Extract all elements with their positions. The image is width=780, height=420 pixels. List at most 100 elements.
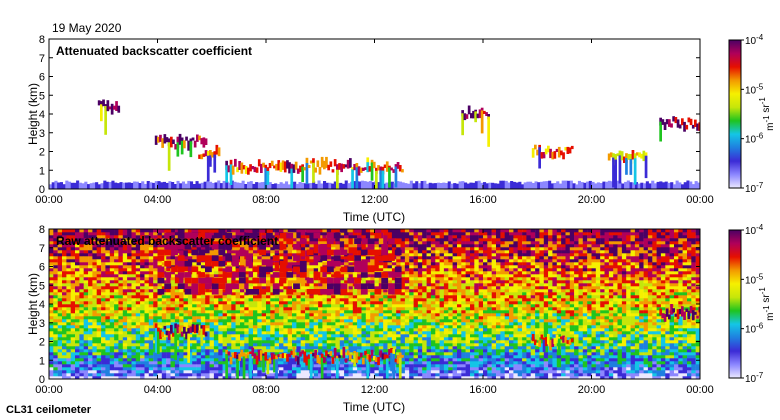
- noise-cell: [96, 337, 102, 341]
- noise-cell: [66, 364, 71, 368]
- noise-cell: [140, 376, 145, 379]
- noise-cell: [378, 334, 384, 338]
- noise-cell: [248, 310, 254, 314]
- noise-cell: [166, 340, 171, 344]
- boundary-layer-cell: [171, 182, 175, 189]
- noise-cell: [361, 256, 367, 260]
- noise-cell: [331, 376, 336, 379]
- fallstreak-cell: [104, 106, 107, 135]
- noise-cell: [209, 376, 215, 379]
- boundary-layer-cell: [477, 180, 481, 189]
- noise-cell: [122, 340, 128, 344]
- noise-cell: [135, 307, 141, 311]
- noise-cell: [96, 298, 102, 302]
- noise-cell: [426, 265, 432, 269]
- noise-cell: [49, 355, 54, 359]
- noise-cell: [339, 325, 345, 329]
- noise-cell: [57, 370, 63, 374]
- noise-cell: [101, 355, 106, 359]
- noise-cell: [105, 340, 110, 344]
- noise-cell: [49, 268, 54, 272]
- fallstreak-cell: [487, 116, 490, 147]
- noise-cell: [122, 331, 128, 335]
- noise-cell: [118, 343, 123, 347]
- noise-cell: [131, 265, 137, 269]
- fallstreak-cell: [644, 155, 648, 179]
- cloud-cell: [555, 148, 559, 152]
- noise-cell: [309, 241, 314, 245]
- noise-cell: [253, 271, 258, 275]
- noise-cell: [144, 295, 150, 299]
- noise-cell: [300, 328, 306, 332]
- noise-cell: [378, 241, 384, 245]
- noise-cell: [114, 286, 119, 290]
- noise-cell: [409, 343, 414, 347]
- noise-cell: [287, 304, 293, 308]
- noise-cell: [313, 376, 319, 379]
- noise-cell: [357, 253, 362, 257]
- noise-cell: [148, 313, 154, 317]
- cloud-cell: [549, 148, 552, 159]
- noise-cell: [192, 337, 197, 341]
- boundary-layer-cell: [84, 181, 88, 189]
- noise-cell: [101, 331, 106, 335]
- noise-cell: [75, 331, 80, 335]
- noise-cell: [170, 241, 176, 245]
- boundary-layer-cell: [450, 183, 454, 189]
- noise-cell: [430, 280, 436, 284]
- noise-cell: [92, 364, 97, 368]
- noise-cell: [279, 304, 284, 308]
- noise-cell: [430, 322, 436, 326]
- noise-cell: [122, 262, 128, 266]
- noise-cell: [361, 328, 367, 332]
- noise-cell: [226, 340, 232, 344]
- noise-cell: [170, 277, 176, 281]
- noise-cell: [222, 238, 228, 242]
- noise-cell: [114, 292, 119, 296]
- noise-cell: [322, 316, 327, 320]
- fallstreak-cell: [370, 162, 374, 181]
- noise-cell: [153, 316, 158, 320]
- noise-cell: [352, 346, 358, 350]
- cloud-cell: [372, 161, 376, 169]
- noise-cell: [222, 367, 228, 371]
- cloud-cell: [344, 164, 348, 168]
- boundary-layer-cell: [632, 182, 636, 189]
- noise-cell: [49, 244, 54, 248]
- noise-cell: [122, 367, 128, 371]
- noise-cell: [391, 340, 397, 344]
- noise-cell: [187, 352, 193, 356]
- noise-cell: [404, 262, 410, 266]
- noise-cell: [127, 373, 132, 377]
- noise-cell: [283, 256, 288, 260]
- feature-cloud: [154, 133, 208, 171]
- noise-cell: [318, 271, 323, 275]
- noise-cell: [257, 241, 262, 245]
- noise-cell: [118, 361, 123, 365]
- noise-cell: [257, 340, 262, 344]
- x-axis-label-top: Time (UTC): [343, 210, 405, 224]
- noise-cell: [96, 283, 102, 287]
- noise-cell: [430, 307, 436, 311]
- noise-cell: [374, 325, 380, 329]
- boundary-layer-cell: [624, 181, 628, 189]
- noise-cell: [335, 304, 340, 308]
- noise-cell: [75, 268, 80, 272]
- noise-cell: [400, 313, 406, 317]
- noise-cell: [109, 301, 115, 305]
- noise-cell: [105, 259, 110, 263]
- cloud-cell: [251, 166, 255, 170]
- noise-cell: [213, 331, 219, 335]
- noise-cell: [114, 274, 119, 278]
- noise-cell: [135, 268, 141, 272]
- noise-cell: [183, 304, 189, 308]
- noise-cell: [196, 376, 202, 379]
- boundary-layer-cell: [442, 182, 446, 189]
- noise-cell: [409, 361, 414, 365]
- noise-cell: [396, 340, 401, 344]
- noise-cell: [96, 307, 102, 311]
- noise-cell: [118, 241, 123, 245]
- noise-cell: [179, 307, 184, 311]
- noise-cell: [326, 295, 332, 299]
- noise-cell: [187, 370, 193, 374]
